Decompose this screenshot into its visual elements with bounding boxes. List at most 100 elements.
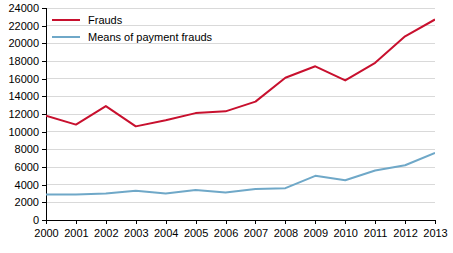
y-tick: 6000 — [15, 161, 46, 173]
x-tick: 2011 — [364, 220, 388, 239]
y-tick-label: 8000 — [15, 143, 39, 155]
grid-line — [46, 149, 435, 150]
x-tick-label: 2012 — [393, 227, 417, 239]
x-tick-label: 2007 — [244, 227, 268, 239]
grid-line — [46, 96, 435, 97]
x-tick: 2004 — [154, 220, 178, 239]
y-tick: 8000 — [15, 143, 46, 155]
y-axis: 0 2000 4000 6000 8000 10000 12000 14000 16000 180… — [8, 2, 46, 226]
legend-swatch — [52, 19, 80, 21]
y-tick: 10000 — [8, 126, 46, 138]
y-tick: 0 — [33, 214, 46, 226]
y-tick-label: 14000 — [8, 90, 39, 102]
x-tick-label: 2010 — [333, 227, 357, 239]
x-tick: 2013 — [423, 220, 447, 239]
y-tick-label: 6000 — [15, 161, 39, 173]
y-tick-mark — [42, 79, 46, 80]
y-tick-label: 12000 — [8, 108, 39, 120]
x-tick: 2005 — [184, 220, 208, 239]
y-tick-mark — [42, 202, 46, 203]
y-axis-line — [42, 9, 47, 221]
y-tick-label: 0 — [33, 214, 39, 226]
grid-line — [46, 131, 435, 132]
x-tick: 2003 — [124, 220, 148, 239]
legend: Frauds Means of payment frauds — [52, 14, 213, 43]
x-axis: 2000 2001 2002 2003 2004 2005 2006 2007 2008 2009… — [34, 220, 447, 239]
x-tick-label: 2005 — [184, 227, 208, 239]
x-tick-mark — [226, 220, 227, 224]
y-tick: 4000 — [15, 179, 46, 191]
y-tick-mark — [42, 132, 46, 133]
grid-line — [46, 202, 435, 203]
x-tick: 2001 — [64, 220, 88, 239]
x-tick-label: 2001 — [64, 227, 88, 239]
y-tick-label: 22000 — [8, 20, 39, 32]
y-tick: 2000 — [15, 196, 46, 208]
x-tick-label: 2004 — [154, 227, 178, 239]
x-tick-label: 2002 — [94, 227, 118, 239]
x-tick-mark — [166, 220, 167, 224]
y-tick-mark — [42, 149, 46, 150]
grid-line — [46, 78, 435, 79]
x-tick: 2008 — [274, 220, 298, 239]
y-tick: 18000 — [8, 55, 46, 67]
legend-item: Means of payment frauds — [52, 31, 213, 43]
x-tick-mark — [315, 220, 316, 224]
x-axis-line — [47, 221, 436, 225]
y-tick-label: 24000 — [8, 2, 39, 14]
x-tick: 2009 — [304, 220, 328, 239]
legend-label: Means of payment frauds — [88, 31, 213, 43]
y-tick: 22000 — [8, 20, 46, 32]
lines — [46, 19, 435, 194]
x-tick-mark — [76, 220, 77, 224]
x-tick-label: 2009 — [304, 227, 328, 239]
x-tick-label: 2006 — [214, 227, 238, 239]
grid-line — [46, 184, 435, 185]
x-tick-mark — [405, 220, 406, 224]
y-tick-mark — [42, 8, 46, 9]
grid-line — [46, 43, 435, 44]
x-tick-mark — [106, 220, 107, 224]
x-tick-mark — [255, 220, 256, 224]
x-tick-mark — [435, 220, 436, 224]
x-tick: 2010 — [333, 220, 357, 239]
y-tick-label: 18000 — [8, 55, 39, 67]
y-tick-mark — [42, 167, 46, 168]
y-tick-label: 2000 — [15, 196, 39, 208]
y-tick: 20000 — [8, 37, 46, 49]
y-tick-mark — [42, 61, 46, 62]
chart: 0200040006000800010000120001400016000180… — [0, 0, 453, 253]
x-tick: 2012 — [393, 220, 417, 239]
legend-item: Frauds — [52, 14, 123, 26]
x-tick: 2002 — [94, 220, 118, 239]
y-tick: 14000 — [8, 90, 46, 102]
series-line — [46, 153, 435, 195]
x-tick-mark — [285, 220, 286, 224]
legend-label: Frauds — [88, 14, 123, 26]
x-tick-mark — [196, 220, 197, 224]
grid-line — [46, 114, 435, 115]
x-tick-mark — [345, 220, 346, 224]
y-tick: 16000 — [8, 73, 46, 85]
plot: 0200040006000800010000120001400016000180… — [8, 2, 447, 239]
y-tick: 24000 — [8, 2, 46, 14]
x-tick: 2000 — [34, 220, 58, 239]
y-tick-mark — [42, 114, 46, 115]
x-tick-mark — [136, 220, 137, 224]
y-tick-mark — [42, 26, 46, 27]
y-tick-mark — [42, 220, 46, 221]
legend-swatch — [52, 36, 80, 38]
series-line — [46, 19, 435, 126]
x-tick-label: 2011 — [364, 227, 388, 239]
grid-line — [46, 167, 435, 168]
y-tick-mark — [42, 43, 46, 44]
grid-line — [46, 8, 435, 9]
y-tick-mark — [42, 185, 46, 186]
x-tick-mark — [375, 220, 376, 224]
x-tick-mark — [46, 220, 47, 224]
y-tick: 12000 — [8, 108, 46, 120]
x-tick-label: 2013 — [423, 227, 447, 239]
y-tick-label: 16000 — [8, 73, 39, 85]
y-tick-label: 10000 — [8, 126, 39, 138]
y-tick-label: 4000 — [15, 179, 39, 191]
